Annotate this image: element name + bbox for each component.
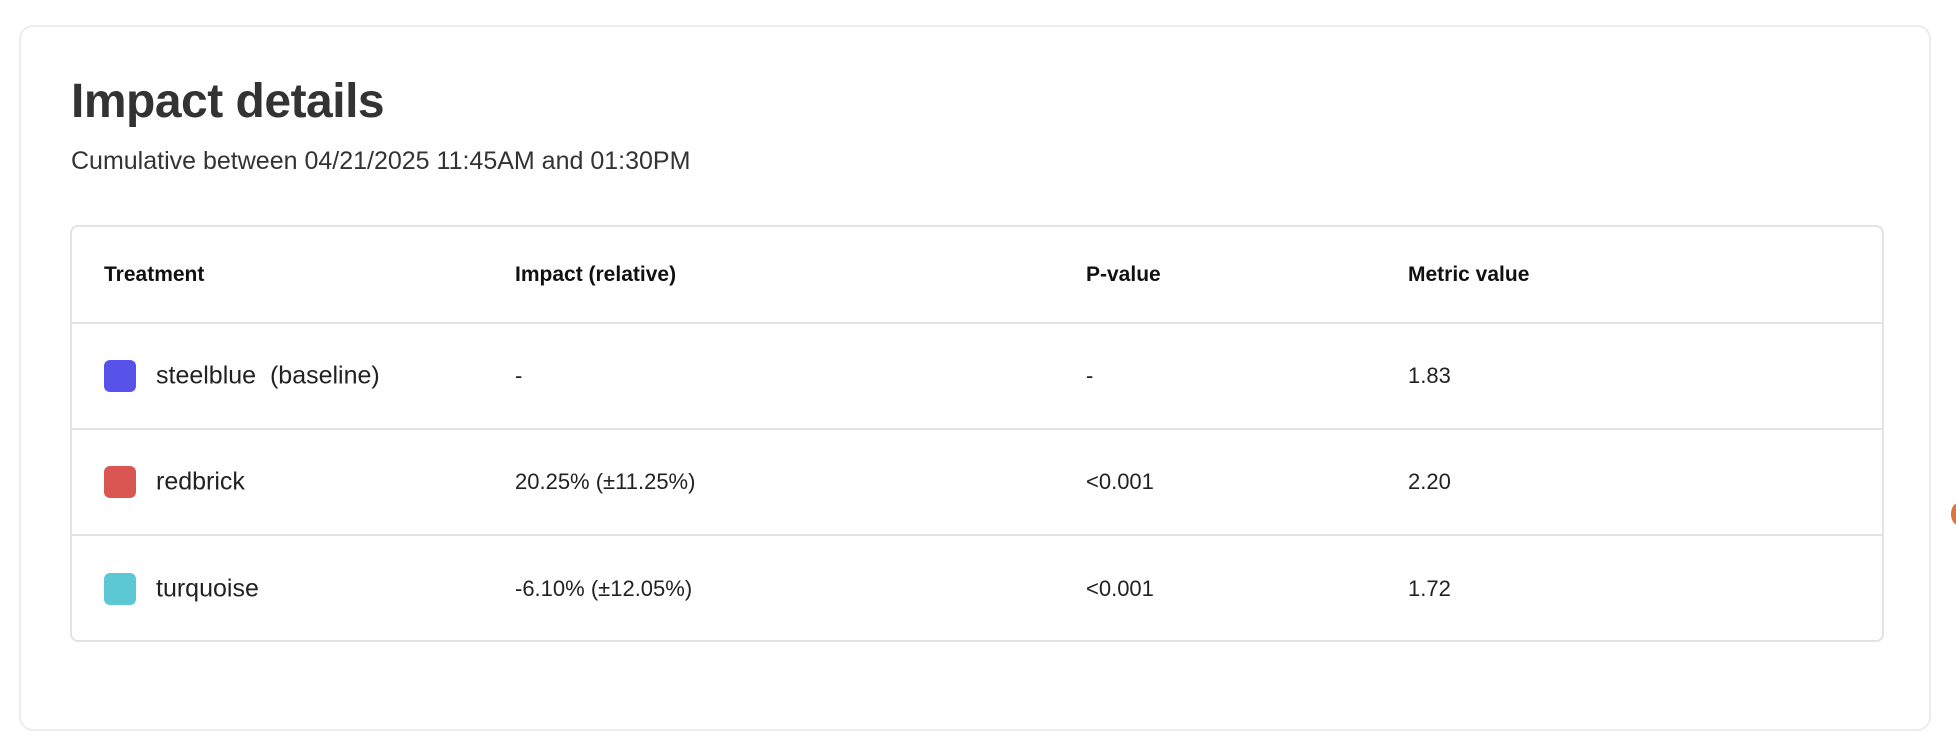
metric-value-cell: 1.72 (1408, 576, 1451, 601)
edge-indicator-dot-icon (1951, 503, 1956, 525)
table-row: redbrick 20.25% (±11.25%) <0.001 2.20 (72, 430, 1882, 536)
treatment-name: steelblue (baseline) (156, 361, 380, 390)
table-header-row: Treatment Impact (relative) P-value Metr… (72, 227, 1882, 324)
p-value-cell: <0.001 (1086, 576, 1154, 601)
table-row: turquoise -6.10% (±12.05%) <0.001 1.72 (72, 536, 1882, 642)
treatment-cell: steelblue (baseline) (104, 360, 380, 392)
impact-cell: 20.25% (±11.25%) (515, 469, 696, 494)
header-impact: Impact (relative) (515, 262, 677, 286)
metric-value-cell: 1.83 (1408, 363, 1451, 388)
p-value-cell: - (1086, 363, 1094, 388)
metric-value-cell: 2.20 (1408, 469, 1451, 494)
header-p-value: P-value (1086, 262, 1161, 286)
impact-table: Treatment Impact (relative) P-value Metr… (70, 225, 1884, 642)
impact-cell: -6.10% (±12.05%) (515, 576, 693, 601)
card-title: Impact details (71, 75, 385, 128)
header-metric-value: Metric value (1408, 262, 1530, 286)
header-treatment: Treatment (104, 262, 205, 286)
table-row: steelblue (baseline) - - 1.83 (72, 324, 1882, 430)
impact-details-card: Impact details Cumulative between 04/21/… (19, 25, 1931, 731)
treatment-name: turquoise (156, 574, 259, 603)
color-swatch-icon (104, 466, 136, 498)
treatment-cell: turquoise (104, 573, 259, 605)
impact-cell: - (515, 363, 523, 388)
color-swatch-icon (104, 573, 136, 605)
treatment-cell: redbrick (104, 466, 245, 498)
color-swatch-icon (104, 360, 136, 392)
card-subtitle: Cumulative between 04/21/2025 11:45AM an… (71, 147, 691, 175)
treatment-name: redbrick (156, 467, 245, 496)
p-value-cell: <0.001 (1086, 469, 1154, 494)
